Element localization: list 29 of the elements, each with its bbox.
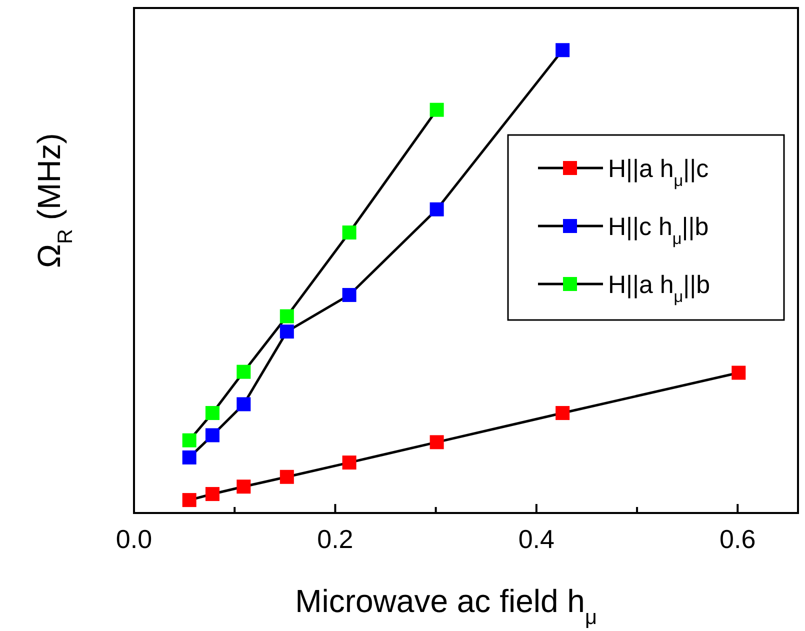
point <box>205 406 220 420</box>
x-tick-label: 0.2 <box>317 524 354 554</box>
point <box>556 406 570 420</box>
point <box>182 433 196 448</box>
x-tick-label: 0.4 <box>518 524 554 554</box>
point <box>236 480 251 494</box>
point <box>342 288 356 302</box>
x-tick-label: 0.6 <box>720 524 756 554</box>
point <box>182 493 196 508</box>
point <box>342 225 356 240</box>
point <box>236 364 251 379</box>
point <box>182 450 196 464</box>
point <box>732 366 746 380</box>
legend-label: H||a h$_{μ}$||b <box>608 271 710 306</box>
point <box>430 202 444 216</box>
point <box>342 456 356 470</box>
x-axis-title: Microwave ac field h$_{μ}$ <box>295 583 597 628</box>
legend-label: H||a h$_{μ}$||c <box>608 155 709 190</box>
point <box>280 309 294 324</box>
point <box>430 435 444 450</box>
point <box>280 324 294 339</box>
x-tick-label: 0.0 <box>116 524 152 554</box>
point <box>280 470 294 484</box>
legend-label: H||c h$_{μ}$||b <box>608 213 709 248</box>
point <box>236 397 251 412</box>
point <box>205 487 220 502</box>
point <box>556 43 570 58</box>
point <box>430 102 444 117</box>
point <box>205 428 220 442</box>
